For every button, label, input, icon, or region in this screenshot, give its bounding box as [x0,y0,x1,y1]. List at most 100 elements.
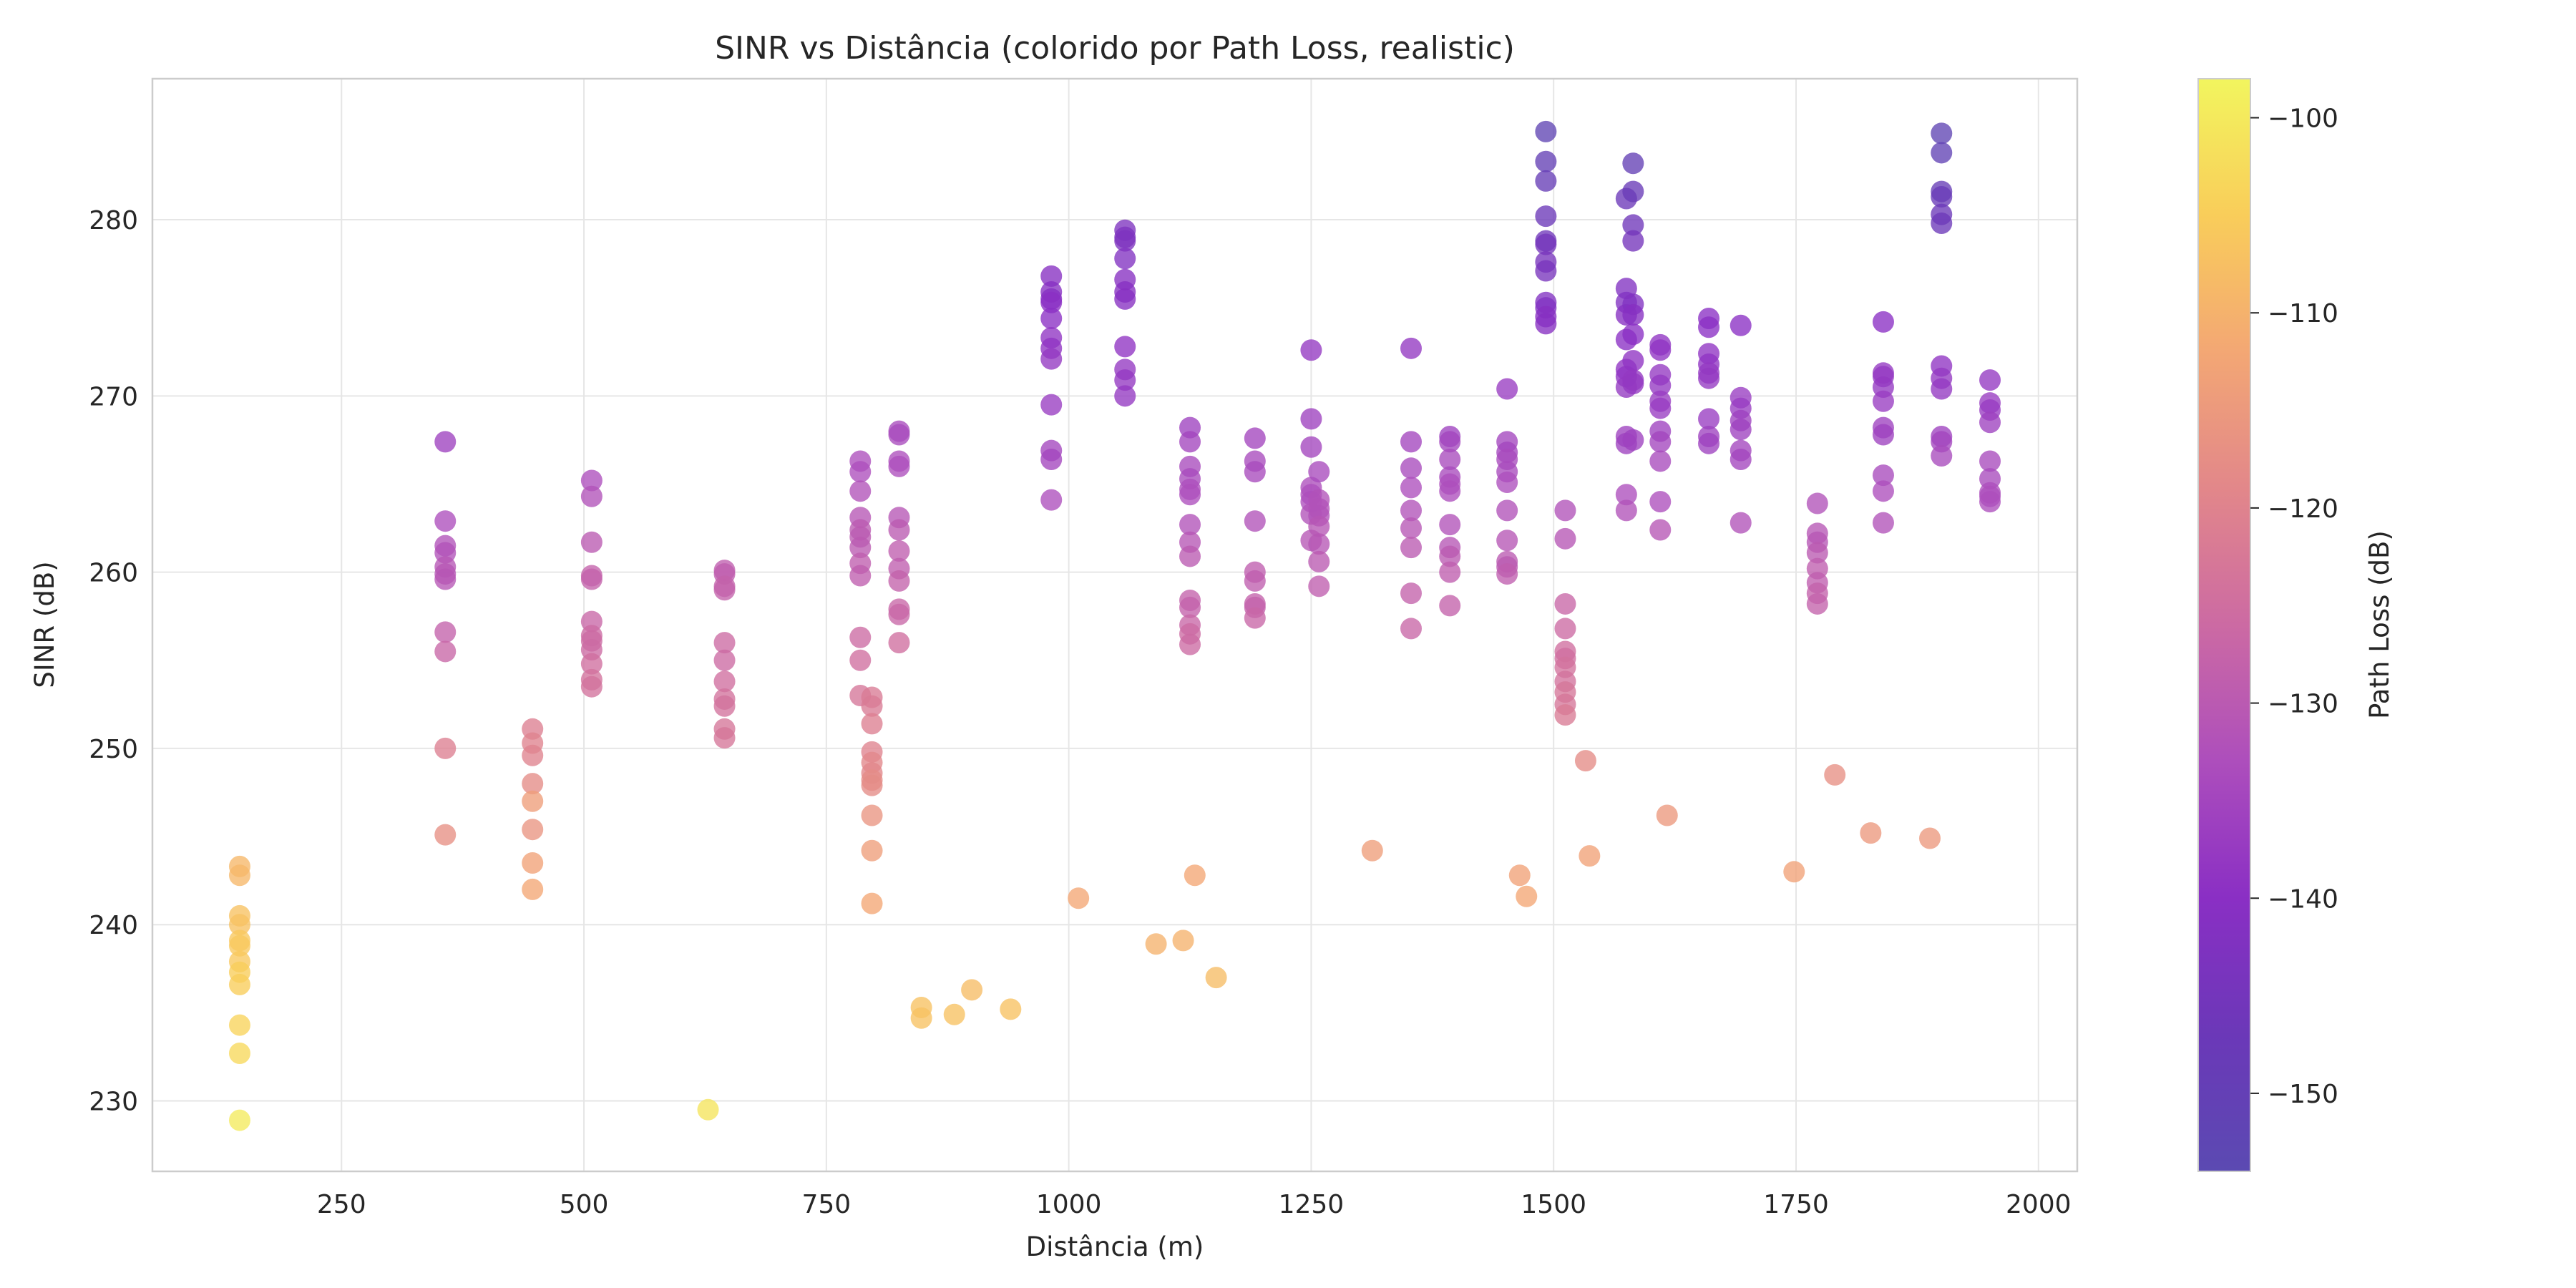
x-tick-label: 1750 [1763,1190,1829,1219]
scatter-point [961,979,983,1001]
scatter-point [1729,448,1752,470]
scatter-point [1535,150,1557,172]
scatter-point [1806,542,1828,564]
scatter-point [434,621,457,643]
scatter-point [1439,561,1461,583]
scatter-point [1622,214,1644,236]
scatter-point [1649,431,1672,453]
scatter-point [1579,845,1601,867]
scatter-point [1649,339,1672,361]
scatter-point [1179,545,1201,567]
scatter-point [1622,230,1644,252]
scatter-point [1649,450,1672,472]
scatter-point [1872,480,1894,502]
scatter-point [1400,582,1423,605]
y-tick-label: 240 [89,911,138,940]
scatter-point [1535,120,1557,142]
scatter-point [849,480,872,502]
y-tick-label: 250 [89,735,138,764]
scatter-point [1308,533,1330,555]
scatter-point [1114,336,1136,358]
scatter-point [434,640,457,663]
scatter-point [1535,205,1557,228]
scatter-point [1400,499,1423,522]
scatter-point [697,1098,719,1121]
scatter-point [1439,448,1461,470]
scatter-point [1535,233,1557,255]
colorbar-label: Path Loss (dB) [2364,530,2395,719]
scatter-point [1179,633,1201,655]
scatter-point [713,670,736,693]
scatter-point [1308,575,1330,597]
scatter-point [849,565,872,587]
scatter-point [1783,861,1805,883]
scatter-point [1615,499,1637,522]
scatter-point [1172,930,1194,952]
colorbar-tick-label: −120 [2268,494,2338,524]
scatter-point [1439,545,1461,567]
scatter-point [1179,514,1201,536]
x-tick-label: 1000 [1036,1190,1102,1219]
scatter-point [1979,450,2001,472]
scatter-point [1300,339,1322,361]
scatter-point [1872,512,1894,534]
scatter-point [888,632,910,654]
scatter-point [943,1003,965,1025]
scatter-point [522,773,544,795]
scatter-point [1649,397,1672,419]
scatter-point [1729,419,1752,441]
scatter-point [434,737,457,759]
scatter-point [434,568,457,590]
scatter-point [1554,527,1576,550]
scatter-point [1872,390,1894,412]
scatter-point [861,713,883,735]
scatter-point [1496,563,1518,585]
scatter-point [522,852,544,874]
scatter-point [1114,288,1136,310]
scatter-point [888,570,910,592]
scatter-point [1040,394,1063,416]
scatter-point [1535,313,1557,335]
scatter-point [1649,374,1672,396]
scatter-point [1979,369,2001,391]
scatter-point [1400,431,1423,453]
scatter-point [1040,489,1063,511]
scatter-point [1931,186,1953,208]
scatter-point [1439,480,1461,502]
scatter-point [580,485,602,507]
colorbar: −100 −110 −120 −130 −140 −150 Path Loss (dB) [2197,78,2395,1172]
scatter-point [1114,248,1136,270]
scatter-point [849,649,872,671]
scatter-point [1516,885,1538,907]
y-tick-label: 260 [89,559,138,588]
scatter-point [1114,230,1136,252]
scatter-point [1439,595,1461,617]
x-tick-label: 1250 [1279,1190,1345,1219]
scatter-point [713,632,736,654]
scatter-point [1979,491,2001,513]
x-tick-label: 2000 [2006,1190,2072,1219]
scatter-point [1698,432,1720,454]
scatter-point [580,568,602,590]
colorbar-tick-label: −140 [2268,884,2338,914]
scatter-point [1622,152,1644,175]
scatter-point [1931,142,1953,164]
scatter-point [228,864,250,887]
scatter-point [228,973,250,995]
scatter-point [1931,378,1953,400]
scatter-point [1179,484,1201,506]
x-tick-label: 500 [560,1190,609,1219]
scatter-point [1114,385,1136,407]
x-axis-label: Distância (m) [1026,1231,1204,1262]
plot-area [151,77,2079,1173]
scatter-point [888,540,910,562]
scatter-point [888,519,910,541]
scatter-point [1244,461,1266,483]
scatter-point [1656,804,1678,826]
scatter-point [1361,839,1383,862]
scatter-point [1872,311,1894,333]
scatter-point [861,695,883,717]
x-tick-label: 750 [801,1190,851,1219]
scatter-point [228,914,250,936]
grid-lines [152,79,2077,1171]
